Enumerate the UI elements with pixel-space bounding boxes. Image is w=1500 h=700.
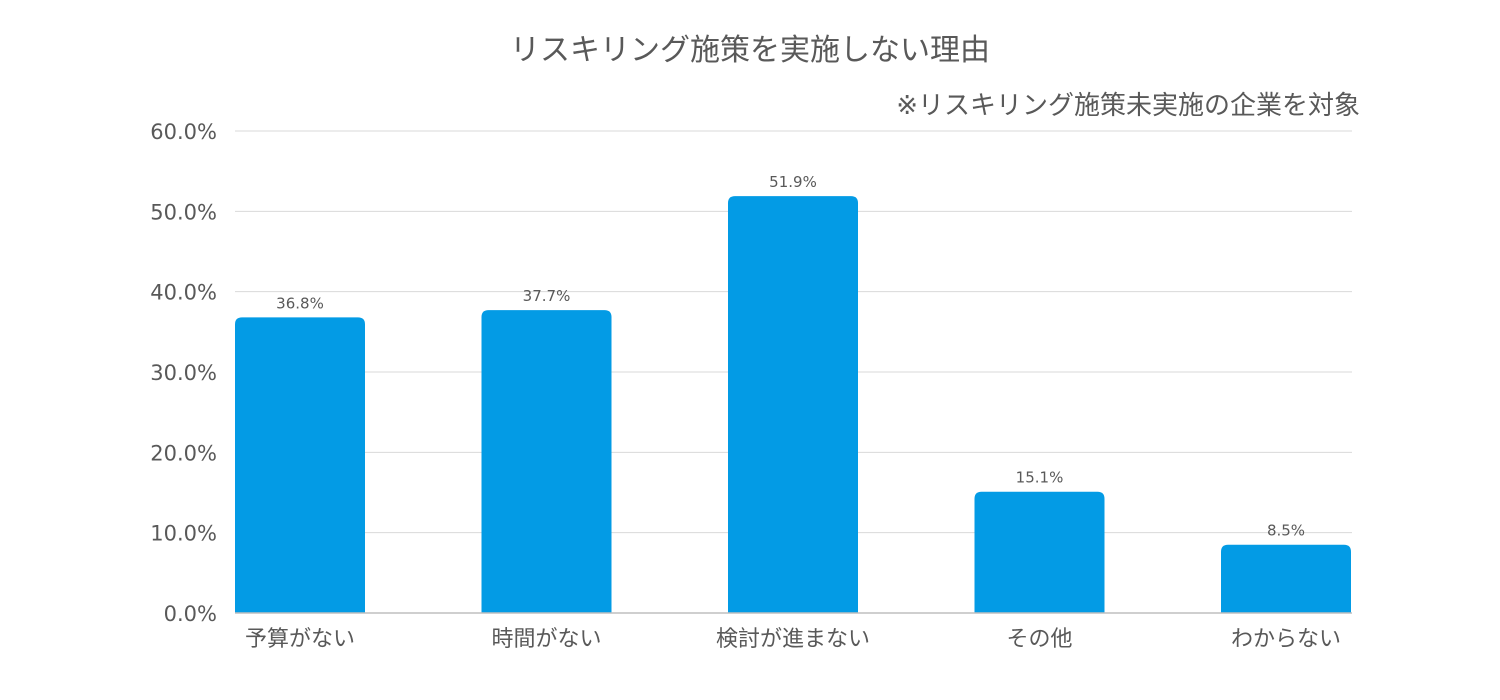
bar-4 — [1221, 544, 1351, 613]
bar-2 — [728, 196, 858, 613]
y-tick-label: 40.0% — [150, 281, 217, 305]
y-tick-label: 0.0% — [164, 602, 217, 626]
category-label: 時間がない — [491, 627, 601, 652]
data-labels: 36.8% 37.7% 51.9% 15.1% 8.5% — [276, 173, 1305, 540]
bar-3 — [974, 491, 1105, 613]
y-tick-label: 60.0% — [150, 120, 217, 144]
data-label: 36.8% — [276, 294, 324, 312]
category-label: その他 — [1006, 627, 1072, 652]
category-label: わからない — [1231, 627, 1341, 652]
data-label: 15.1% — [1016, 469, 1064, 487]
data-label: 51.9% — [769, 173, 817, 191]
bar-1 — [481, 310, 612, 613]
y-tick-label: 50.0% — [150, 200, 217, 224]
category-label: 検討が進まない — [716, 627, 870, 652]
category-label: 予算がない — [245, 627, 355, 652]
y-tick-label: 10.0% — [150, 522, 217, 546]
chart-title: リスキリング施策を実施しない理由 — [510, 33, 990, 68]
chart-subtitle: ※リスキリング施策未実施の企業を対象 — [896, 91, 1360, 121]
bars — [235, 196, 1351, 613]
y-tick-label: 30.0% — [150, 361, 217, 385]
y-axis-ticks: 0.0% 10.0% 20.0% 30.0% 40.0% 50.0% 60.0% — [150, 120, 217, 626]
data-label: 8.5% — [1267, 522, 1305, 540]
bar-0 — [235, 317, 365, 613]
y-tick-label: 20.0% — [150, 441, 217, 465]
data-label: 37.7% — [523, 287, 571, 305]
x-axis-categories: 予算がない 時間がない 検討が進まない その他 わからない — [245, 627, 1341, 652]
